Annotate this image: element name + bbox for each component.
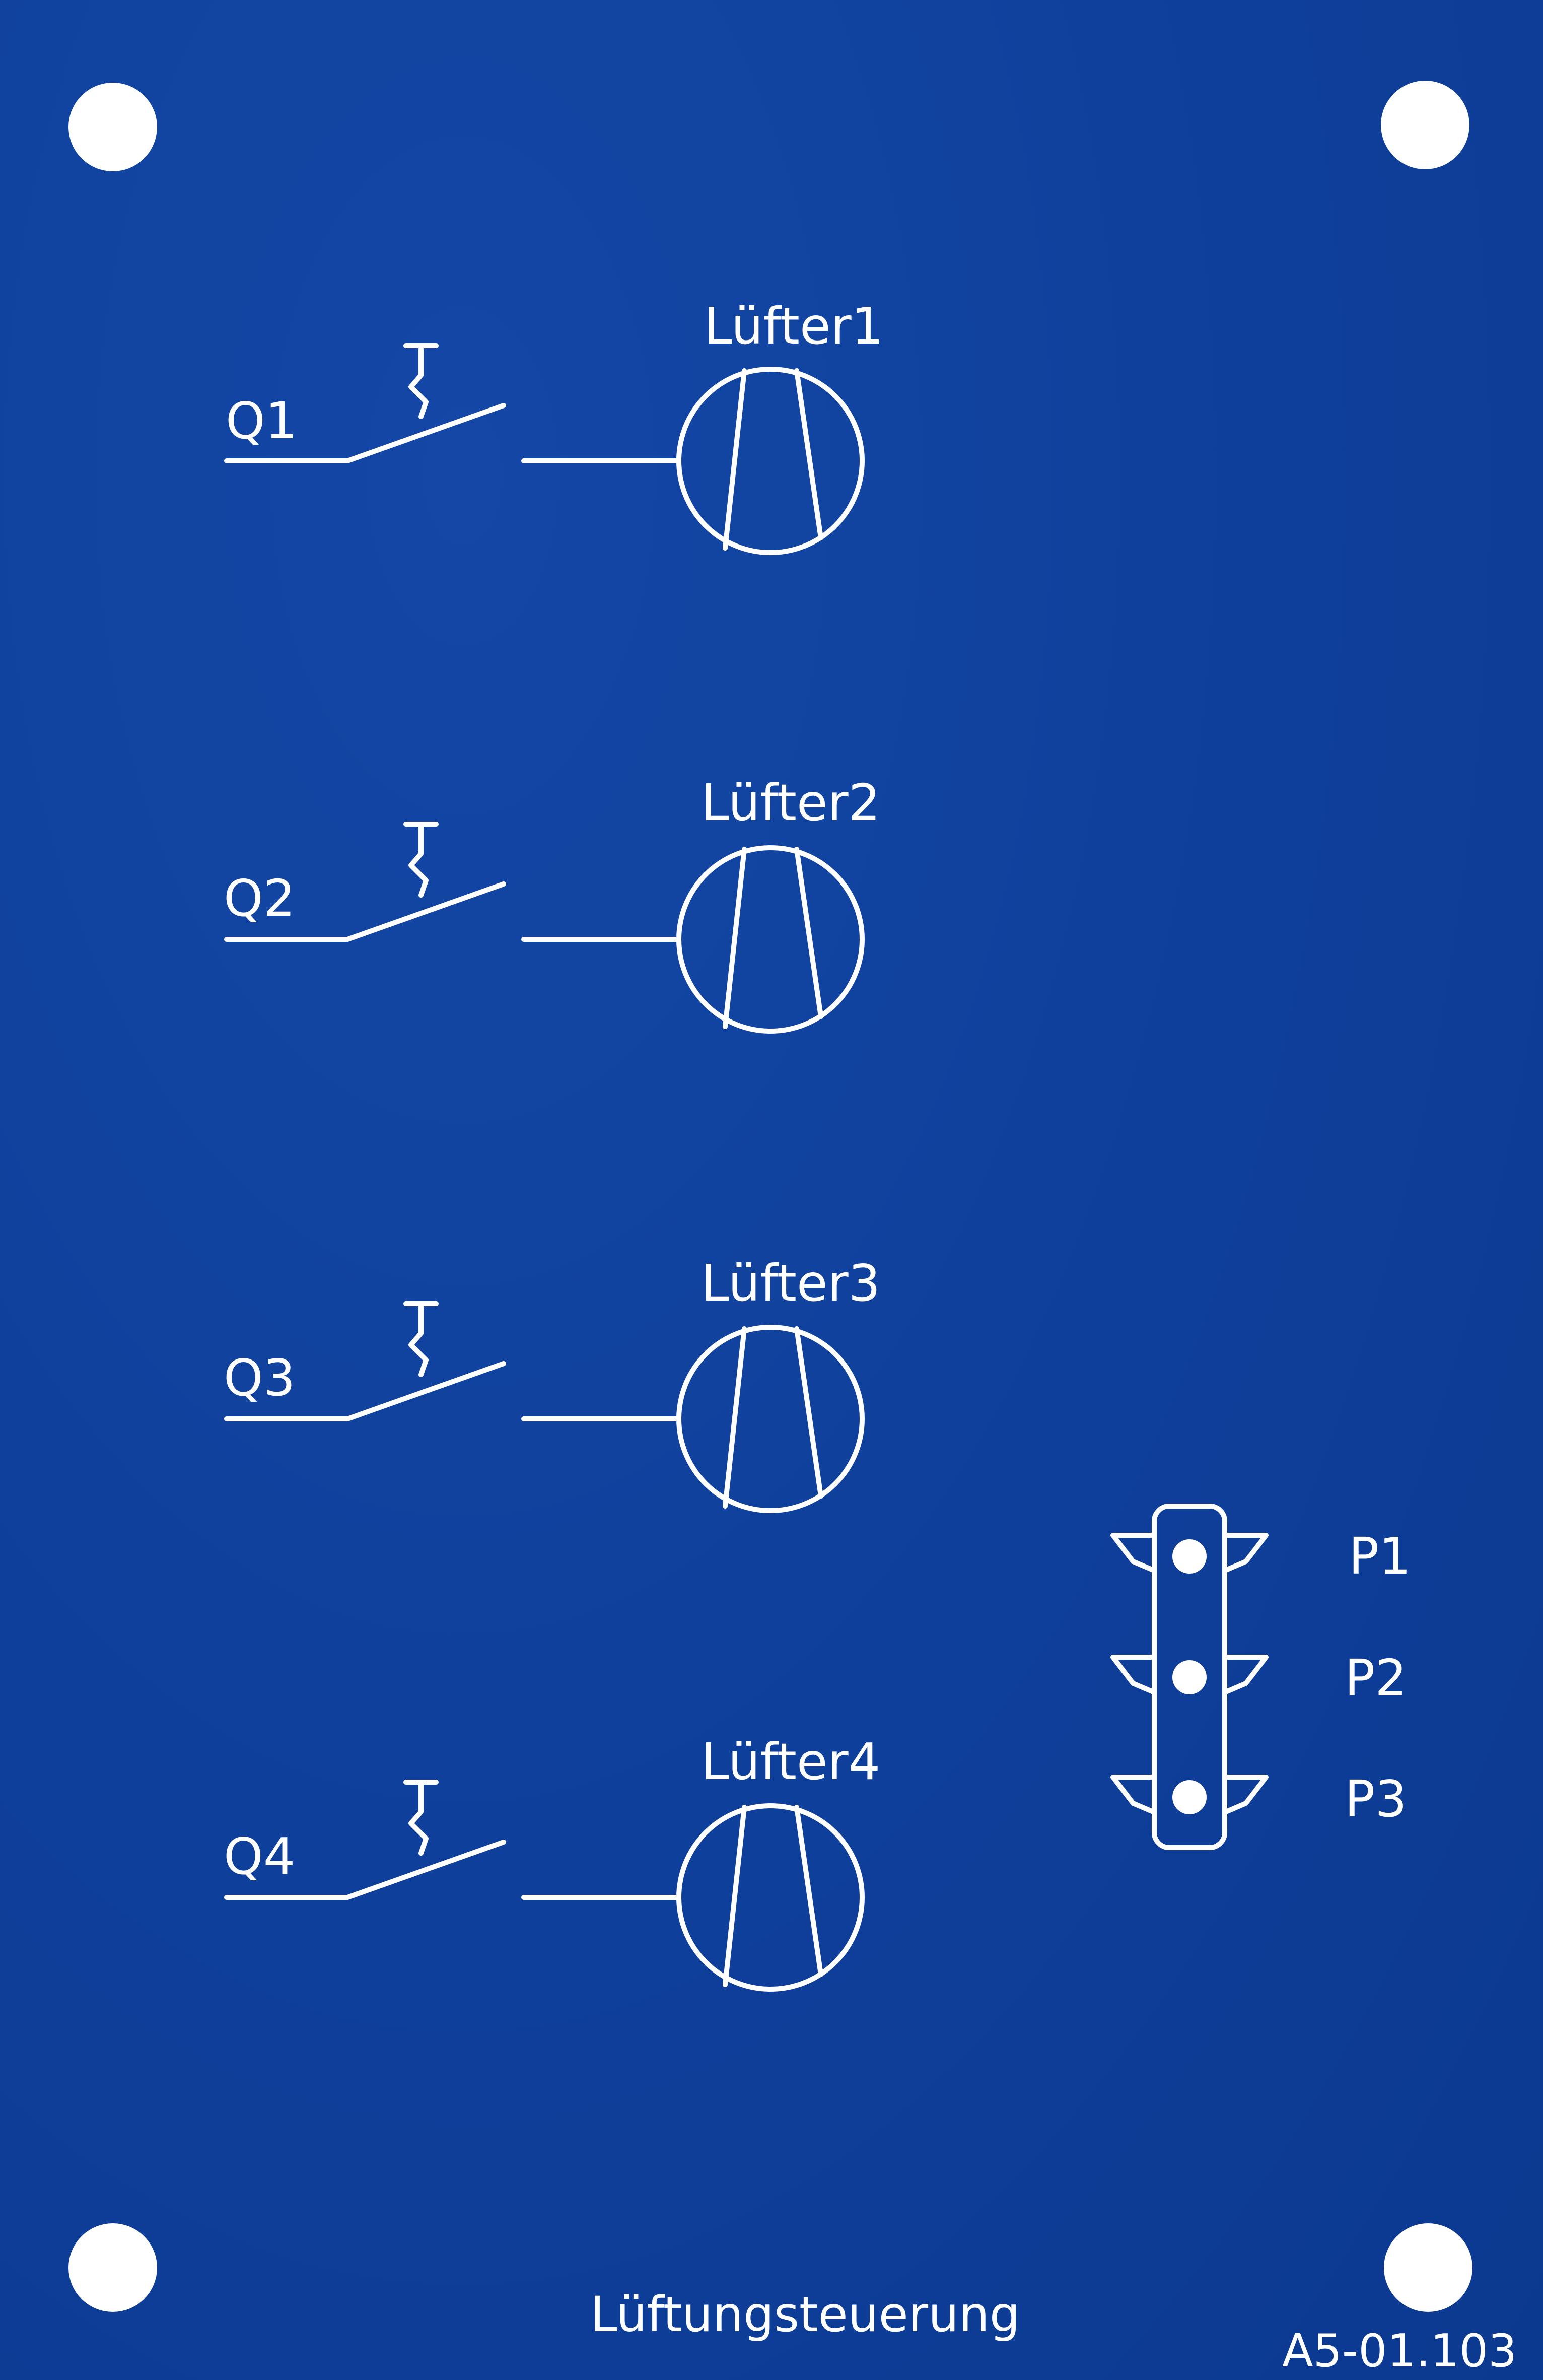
fan-label-4: Lüfter4: [701, 1732, 880, 1791]
indicator-label-p3: P3: [1345, 1770, 1407, 1828]
fan-1-icon: [676, 367, 865, 555]
switch-q4-symbol: [224, 1780, 506, 1900]
lamp-p1: [1172, 1539, 1207, 1574]
fan-2-icon: [676, 845, 865, 1034]
lamp-p3: [1172, 1780, 1207, 1814]
switch-q1-symbol: [224, 343, 506, 463]
indicator-p3: P3: [1110, 1770, 1407, 1828]
switch-label-q3: Q3: [224, 1348, 295, 1407]
indicator-lamp-block: P1 P2 P3: [1110, 1504, 1411, 1850]
mounting-hole-bottom-right: [1384, 2223, 1472, 2312]
switch-label-q1: Q1: [226, 391, 297, 450]
fan-label-2: Lüfter2: [701, 773, 880, 832]
fan-circuit-1: Q1 Lüfter1: [224, 297, 883, 555]
switch-label-q4: Q4: [224, 1827, 295, 1886]
switch-q3-symbol: [224, 1301, 506, 1421]
fan-circuit-4: Q4 Lüfter4: [224, 1732, 880, 1992]
switch-label-q2: Q2: [224, 869, 295, 928]
indicator-p2: P2: [1110, 1649, 1407, 1708]
indicator-label-p1: P1: [1349, 1527, 1411, 1586]
switch-q2-symbol: [224, 822, 506, 942]
lamp-p2: [1172, 1660, 1207, 1694]
fan-4-icon: [676, 1803, 865, 1992]
fan-circuit-3: Q3 Lüfter3: [224, 1254, 880, 1513]
fan-label-3: Lüfter3: [701, 1254, 880, 1313]
indicator-label-p2: P2: [1345, 1649, 1407, 1708]
fan-circuit-2: Q2 Lüfter2: [224, 773, 880, 1034]
indicator-housing: [1152, 1504, 1227, 1850]
indicator-p1: P1: [1110, 1527, 1411, 1586]
mounting-hole-top-right: [1381, 81, 1469, 169]
mounting-hole-top-left: [68, 83, 157, 171]
fan-3-icon: [676, 1325, 865, 1513]
panel-title: Lüftungsteuerung: [590, 2286, 1020, 2343]
fan-label-1: Lüfter1: [704, 297, 883, 356]
part-number: A5-01.103: [1282, 2325, 1517, 2377]
mounting-hole-bottom-left: [68, 2223, 157, 2312]
